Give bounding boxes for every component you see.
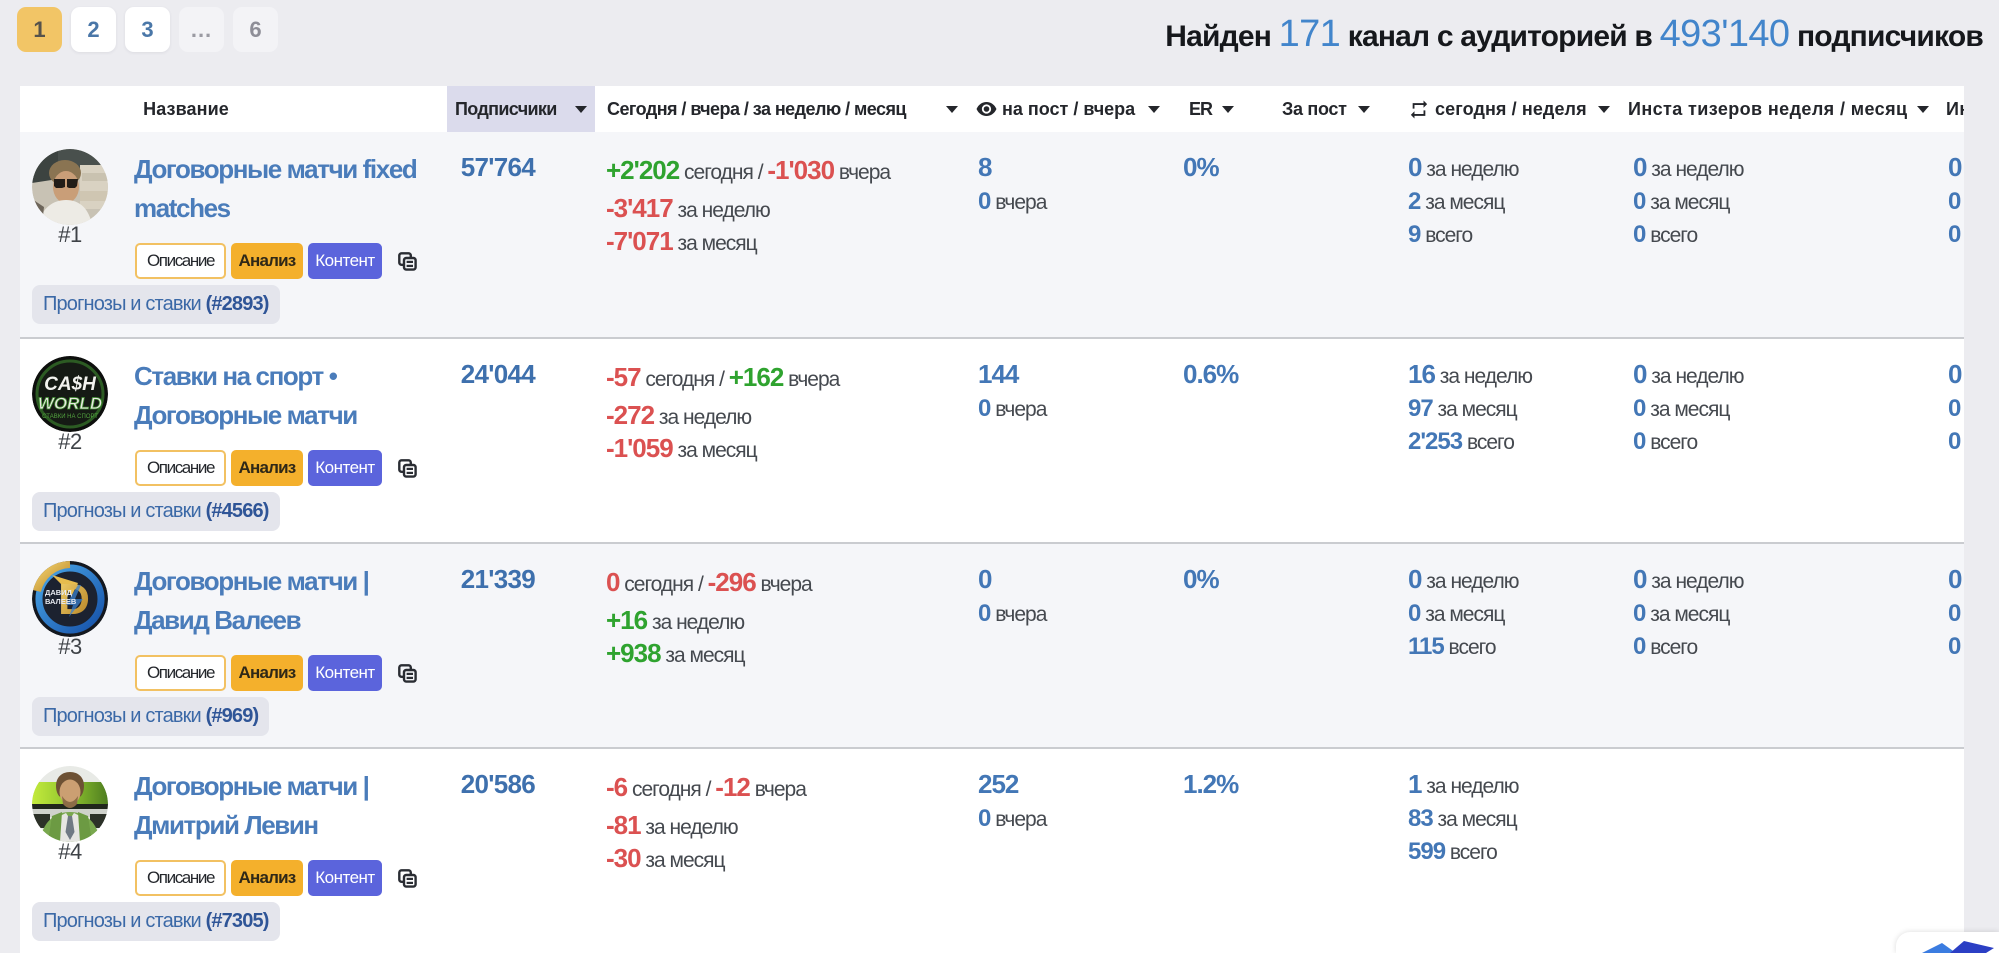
svg-text:СТАВКИ НА СПОРТ: СТАВКИ НА СПОРТ	[42, 414, 98, 420]
svg-text:ДАВИД: ДАВИД	[45, 588, 73, 597]
svg-text:ВАЛЕЕВ: ВАЛЕЕВ	[45, 597, 77, 606]
svg-text:CA$H: CA$H	[44, 374, 97, 395]
svg-text:WORLD: WORLD	[38, 394, 102, 413]
